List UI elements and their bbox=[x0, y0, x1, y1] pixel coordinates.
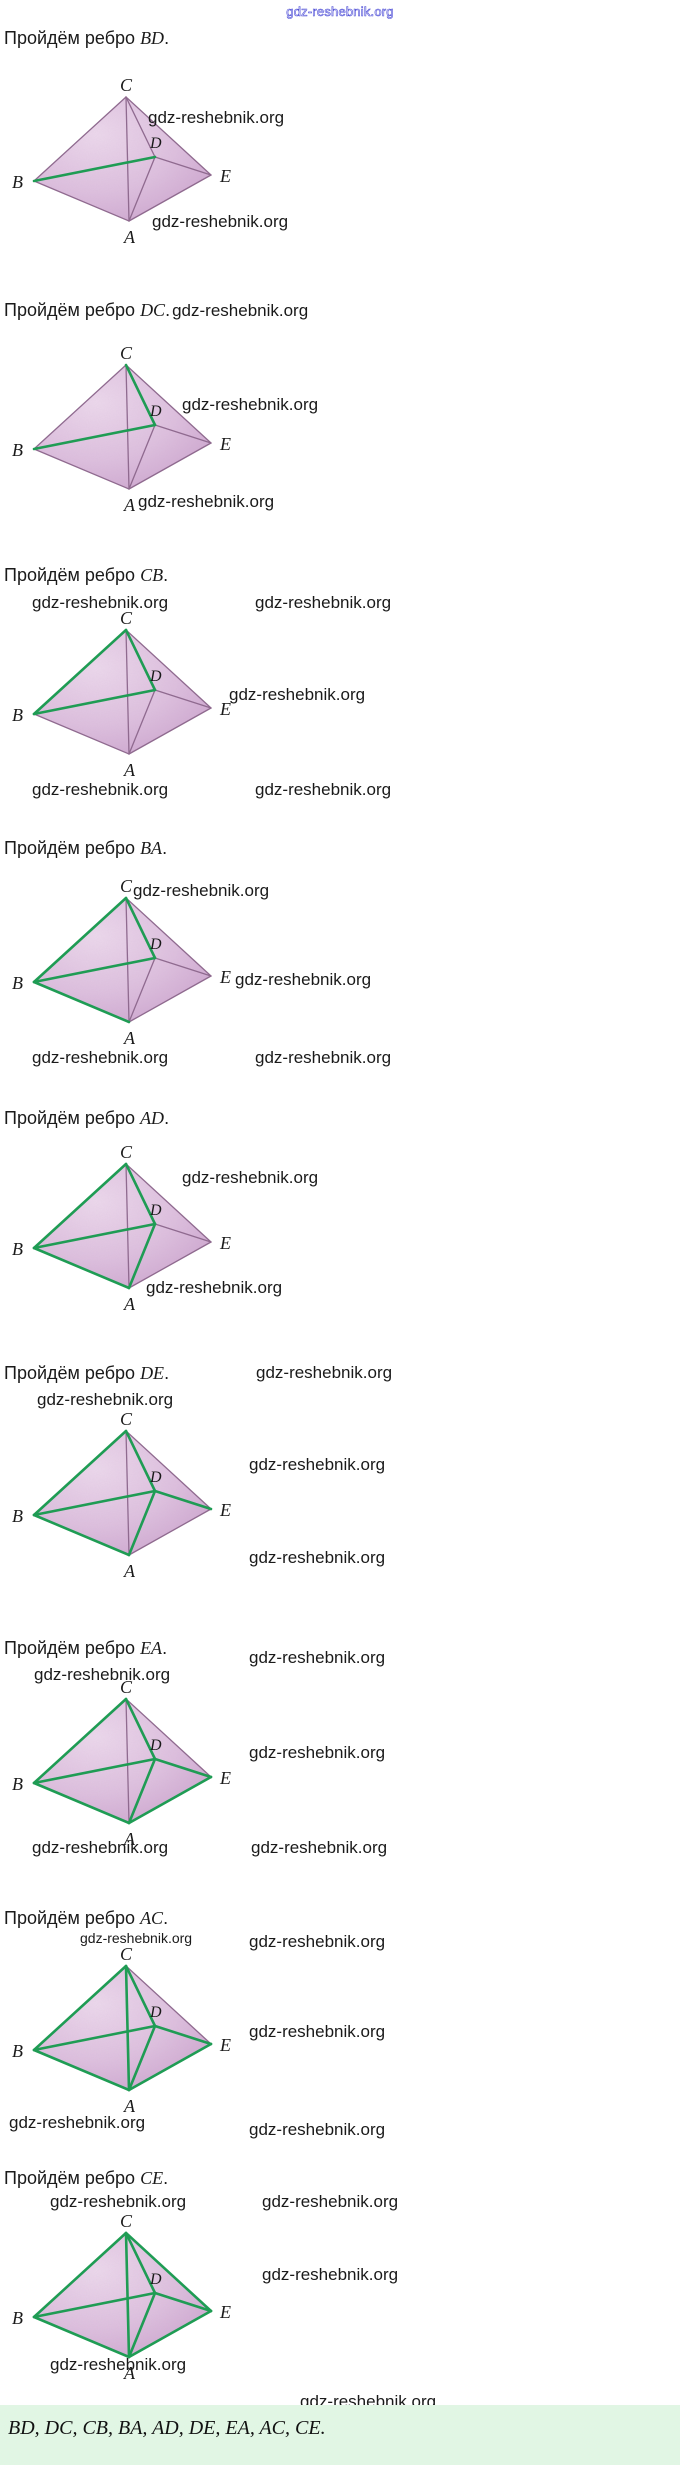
svg-text:D: D bbox=[149, 403, 162, 420]
svg-text:B: B bbox=[12, 440, 23, 460]
svg-text:D: D bbox=[149, 936, 162, 953]
svg-text:A: A bbox=[123, 1294, 136, 1314]
svg-text:C: C bbox=[120, 1944, 133, 1964]
svg-text:A: A bbox=[123, 495, 136, 515]
svg-text:D: D bbox=[149, 1202, 162, 1219]
svg-text:C: C bbox=[120, 1677, 133, 1697]
svg-text:C: C bbox=[120, 876, 133, 896]
svg-text:B: B bbox=[12, 1239, 23, 1259]
svg-text:D: D bbox=[149, 1469, 162, 1486]
svg-text:D: D bbox=[149, 668, 162, 685]
svg-text:A: A bbox=[123, 1561, 136, 1581]
svg-text:A: A bbox=[123, 1028, 136, 1048]
svg-text:C: C bbox=[120, 343, 133, 363]
svg-text:B: B bbox=[12, 2041, 23, 2061]
svg-text:E: E bbox=[219, 2302, 231, 2322]
svg-text:C: C bbox=[120, 1409, 133, 1429]
svg-text:B: B bbox=[12, 2308, 23, 2328]
svg-text:D: D bbox=[149, 1737, 162, 1754]
svg-text:B: B bbox=[12, 973, 23, 993]
svg-text:C: C bbox=[120, 2211, 133, 2231]
svg-text:C: C bbox=[120, 1142, 133, 1162]
svg-text:B: B bbox=[12, 1774, 23, 1794]
svg-text:E: E bbox=[219, 2035, 231, 2055]
svg-text:D: D bbox=[149, 2271, 162, 2288]
svg-text:E: E bbox=[219, 1500, 231, 1520]
svg-text:E: E bbox=[219, 434, 231, 454]
svg-text:E: E bbox=[219, 1233, 231, 1253]
svg-text:B: B bbox=[12, 1506, 23, 1526]
svg-text:C: C bbox=[120, 608, 133, 628]
svg-text:D: D bbox=[149, 2004, 162, 2021]
svg-text:E: E bbox=[219, 1768, 231, 1788]
svg-text:B: B bbox=[12, 705, 23, 725]
svg-text:A: A bbox=[123, 760, 136, 780]
svg-text:E: E bbox=[219, 967, 231, 987]
